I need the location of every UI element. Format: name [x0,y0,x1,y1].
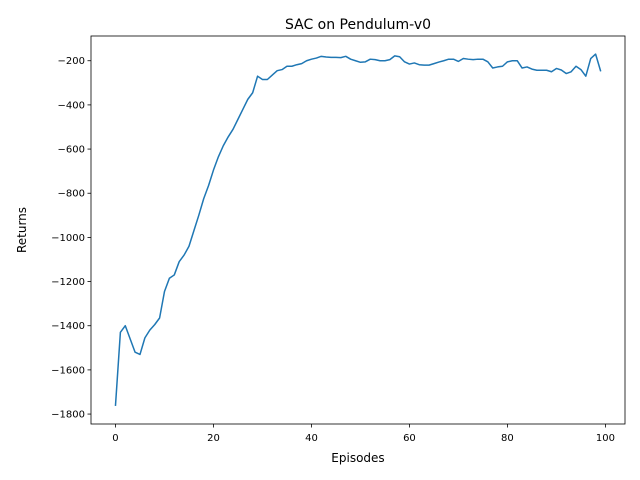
ticks-layer: 0 20 40 60 80 100 −1800 −1600 −1400 −1200 −1000 −80… [51,56,615,444]
returns-line [114,53,602,407]
chart-title: SAC on Pendulum-v0 [285,17,431,33]
y-tick-label: −1000 [51,233,85,244]
x-tick-label: 80 [501,433,514,444]
y-tick-label: −600 [58,145,85,156]
y-tick-label: −800 [58,189,85,200]
plot-frame [90,35,626,425]
y-tick-label: −1200 [51,277,85,288]
x-tick-label: 0 [112,433,118,444]
x-tick-label: 40 [305,433,318,444]
y-tick-label: −1400 [51,321,85,332]
y-tick-label: −1600 [51,365,85,376]
x-tick-label: 20 [207,433,220,444]
y-tick-label: −200 [58,56,85,67]
x-tick-label: 60 [403,433,416,444]
y-axis-label: Returns [15,207,29,253]
x-tick-label: 100 [596,433,615,444]
x-axis-label: Episodes [331,451,384,465]
series-layer [114,53,602,407]
y-tick-label: −1800 [51,410,85,421]
y-tick-label: −400 [58,100,85,111]
